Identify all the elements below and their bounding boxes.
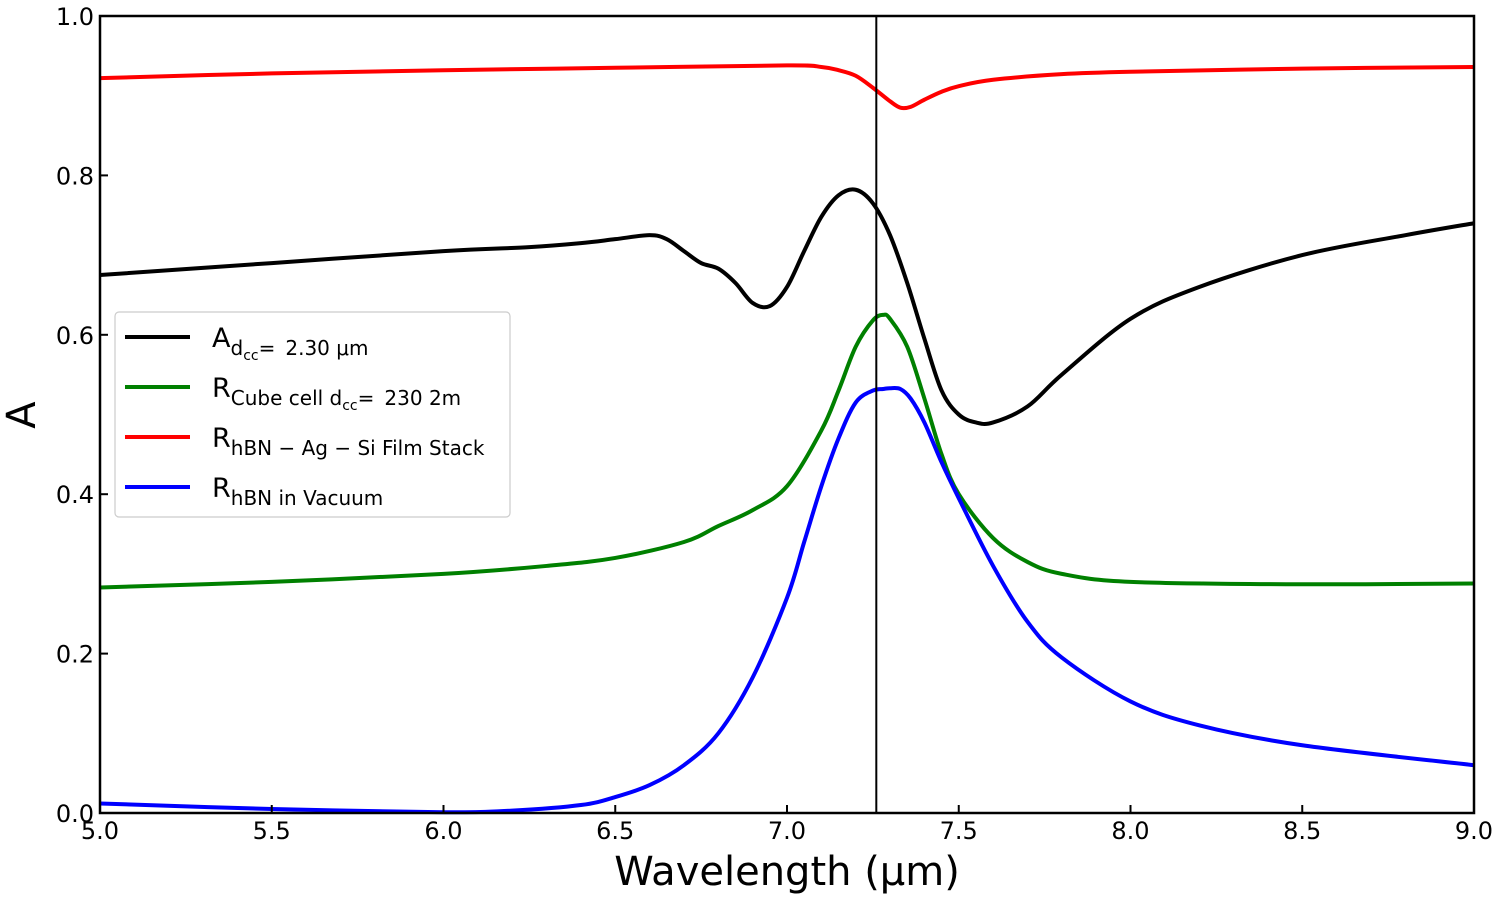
legend-label-value: 230 2m: [384, 386, 461, 410]
legend-label-sub: d: [230, 336, 243, 360]
legend-label-main: R: [212, 473, 231, 504]
legend-entry: RhBN in Vacuum: [212, 473, 383, 510]
x-tick-label: 8.5: [1283, 817, 1321, 845]
x-tick-label: 7.0: [768, 817, 806, 845]
x-tick-label: 5.5: [253, 817, 291, 845]
legend-label-main: A: [212, 323, 231, 354]
legend-entry: Adcc= 2.30 μm: [212, 323, 368, 364]
x-tick-label: 6.0: [424, 817, 462, 845]
y-axis: 0.0 0.2 0.4 0.6 0.8 1.0: [56, 3, 108, 828]
legend-entry: RhBN − Ag − Si Film Stack: [212, 423, 485, 460]
y-tick-label: 0.4: [56, 481, 94, 509]
x-tick-label: 9.0: [1455, 817, 1493, 845]
legend-box: [114, 311, 511, 518]
series-line-2: [99, 63, 1475, 111]
x-axis: 5.0 5.5 6.0 6.5 7.0 7.5 8.0 8.5 9.0: [81, 805, 1493, 845]
x-axis-label: Wavelength (μm): [614, 849, 960, 895]
y-tick-label: 0.2: [56, 641, 94, 669]
series-line-0: [99, 187, 1475, 426]
y-tick-label: 0.8: [56, 162, 94, 190]
plot-lines: [99, 63, 1475, 815]
y-tick-label: 1.0: [56, 3, 94, 31]
series-line-1: [99, 312, 1475, 590]
y-tick-label: 0.6: [56, 322, 94, 350]
legend-label-sub-tail: =: [259, 336, 276, 360]
legend-entry: RCube cell dcc= 230 2m: [212, 373, 461, 414]
series-line-3: [99, 385, 1475, 815]
y-axis-label: A: [0, 401, 45, 429]
legend-label-sub-tail: =: [358, 386, 375, 410]
legend-label-sub: hBN in Vacuum: [231, 486, 384, 510]
x-tick-label: 6.5: [596, 817, 634, 845]
x-tick-label: 5.0: [81, 817, 119, 845]
legend-label-sub: hBN − Ag − Si Film Stack: [231, 436, 485, 460]
legend-label-sub: Cube cell d: [231, 386, 342, 410]
y-tick-label: 0.0: [56, 800, 94, 828]
legend-label-main: R: [212, 423, 231, 454]
legend-label-subsub: cc: [243, 348, 258, 364]
legend-label-main: R: [212, 373, 231, 404]
legend-label-value: 2.30 μm: [285, 336, 368, 360]
x-tick-label: 8.0: [1111, 817, 1149, 845]
x-tick-label: 7.5: [940, 817, 978, 845]
legend-label-subsub: cc: [342, 398, 357, 414]
